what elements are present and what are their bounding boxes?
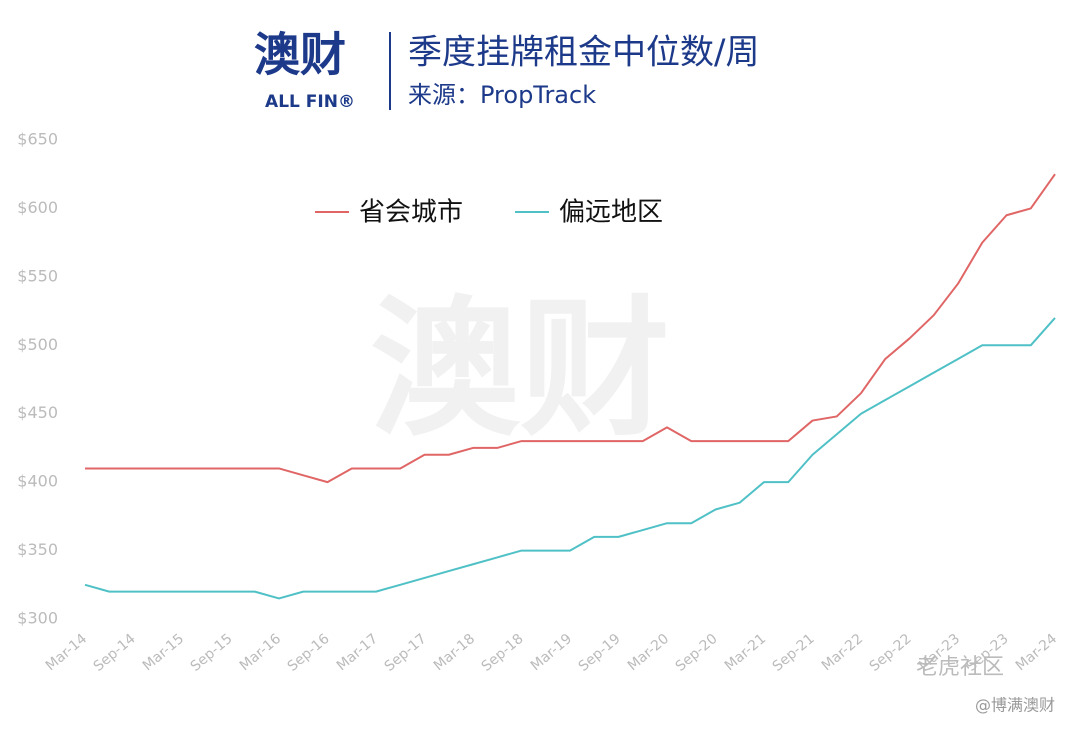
x-tick-label: Sep-17 <box>382 631 430 675</box>
y-tick-label: $600 <box>17 198 58 217</box>
watermark: 老虎社区 <box>916 655 1004 680</box>
logo-en: ALL FIN® <box>265 92 355 112</box>
y-tick-label: $550 <box>17 266 58 285</box>
x-tick-label: Mar-20 <box>625 631 672 674</box>
y-tick-label: $500 <box>17 335 58 354</box>
x-tick-label: Sep-14 <box>91 631 139 675</box>
y-tick-label: $450 <box>17 403 58 422</box>
series-line <box>84 317 1056 600</box>
logo-cn: 澳财 <box>254 28 346 82</box>
x-tick-label: Mar-22 <box>819 631 866 674</box>
series-line <box>85 173 1056 484</box>
watermark-logo: 澳财 <box>370 283 670 457</box>
x-tick-label: Sep-21 <box>770 631 818 675</box>
x-tick-label: Mar-19 <box>528 631 575 674</box>
legend-label: 偏远地区 <box>559 198 663 228</box>
x-tick-label: Mar-24 <box>1013 631 1060 674</box>
x-tick-label: Sep-15 <box>188 631 236 675</box>
chart-subtitle: 来源：PropTrack <box>408 81 596 109</box>
x-tick-label: Mar-14 <box>43 631 90 674</box>
x-tick-label: Mar-16 <box>237 631 284 674</box>
x-tick-label: Sep-22 <box>867 631 915 675</box>
x-tick-label: Mar-21 <box>722 631 769 674</box>
y-tick-label: $400 <box>17 472 58 491</box>
chart-title: 季度挂牌租金中位数/周 <box>408 33 759 73</box>
x-tick-label: Sep-16 <box>285 631 333 675</box>
x-tick-label: Mar-18 <box>431 631 478 674</box>
watermark: @博满澳财 <box>975 696 1055 715</box>
y-tick-label: $650 <box>17 130 58 149</box>
x-tick-label: Mar-15 <box>140 631 187 674</box>
x-tick-label: Sep-20 <box>673 631 721 675</box>
legend-label: 省会城市 <box>359 198 463 228</box>
x-tick-label: Mar-17 <box>334 631 381 674</box>
x-tick-label: Sep-19 <box>576 631 624 675</box>
x-tick-label: Sep-18 <box>479 631 527 675</box>
y-tick-label: $350 <box>17 540 58 559</box>
y-tick-label: $300 <box>17 609 58 628</box>
